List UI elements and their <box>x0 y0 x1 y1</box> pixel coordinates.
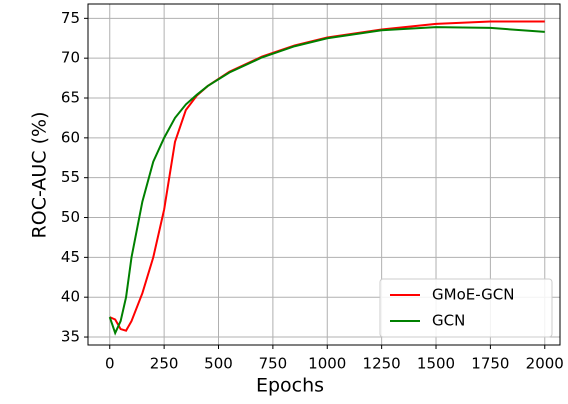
y-tick-label: 50 <box>61 208 80 226</box>
x-tick-label: 500 <box>204 355 233 373</box>
y-tick-label: 65 <box>61 89 80 107</box>
x-tick-label: 1000 <box>308 355 346 373</box>
x-tick-label: 250 <box>150 355 179 373</box>
y-tick-label: 35 <box>61 328 80 346</box>
x-tick-label: 750 <box>259 355 288 373</box>
legend-label: GMoE-GCN <box>432 286 515 304</box>
data-line <box>108 26 545 336</box>
y-tick-label: 60 <box>61 128 80 146</box>
y-tick-label: 40 <box>61 288 80 306</box>
x-tick-label: 0 <box>105 355 115 373</box>
legend-box <box>379 278 553 338</box>
y-tick-label: 75 <box>61 9 80 27</box>
y-tick-label: 55 <box>61 168 80 186</box>
y-tick-label: 45 <box>61 248 80 266</box>
plot-frame <box>87 3 561 346</box>
y-tick-label: 70 <box>61 49 80 67</box>
y-axis-label: ROC-AUC (%) <box>29 112 51 239</box>
x-tick-label: 1250 <box>363 355 401 373</box>
x-axis-label: Epochs <box>256 375 324 397</box>
x-tick-label: 1500 <box>417 355 455 373</box>
x-tick-label: 2000 <box>526 355 564 373</box>
x-tick-label: 1750 <box>471 355 509 373</box>
legend-label: GCN <box>432 312 465 330</box>
